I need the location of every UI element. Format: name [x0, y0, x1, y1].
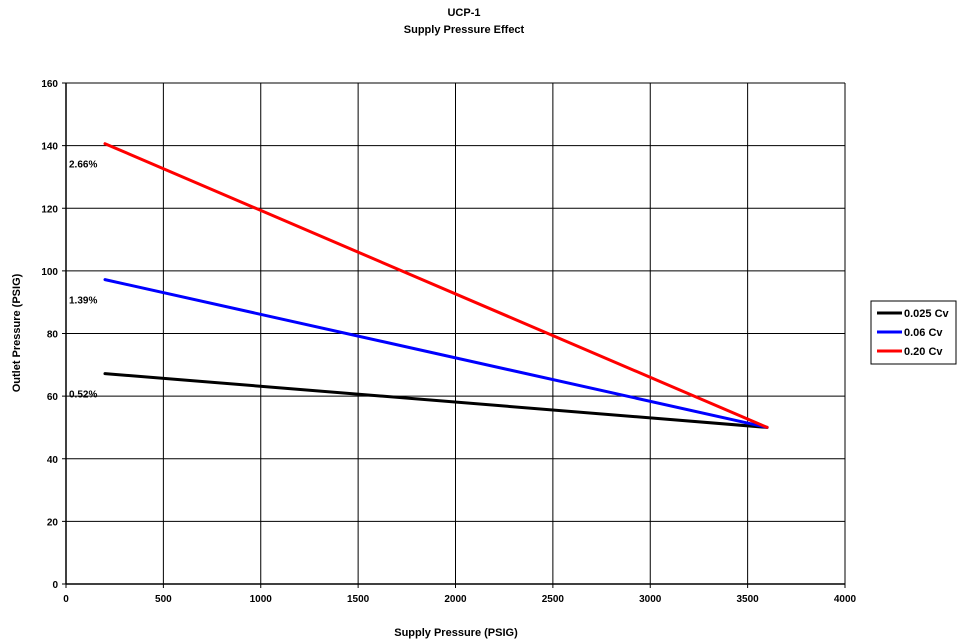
y-tick-label: 120 — [41, 204, 58, 215]
y-axis-label: Outlet Pressure (PSIG) — [11, 273, 23, 392]
series-annotation: 2.66% — [69, 160, 97, 171]
x-tick-label: 4000 — [834, 594, 857, 605]
series-lines — [103, 142, 769, 429]
legend-label: 0.20 Cv — [904, 346, 943, 358]
annotations: 0.52% 1.39% 2.66% — [69, 160, 97, 401]
x-axis-label: Supply Pressure (PSIG) — [394, 627, 518, 639]
x-tick-label: 3500 — [737, 594, 760, 605]
x-tick-label: 2500 — [542, 594, 565, 605]
series-line — [103, 142, 769, 429]
grid — [66, 82, 846, 584]
y-tick-label: 40 — [47, 455, 59, 466]
legend-label: 0.06 Cv — [904, 327, 943, 339]
x-tick-label: 1000 — [250, 594, 273, 605]
y-tick-label: 20 — [47, 517, 59, 528]
y-tick-label: 0 — [52, 580, 58, 591]
x-tick-label: 0 — [63, 594, 69, 605]
chart-title: UCP-1 — [447, 7, 480, 19]
y-tick-label: 100 — [41, 267, 58, 278]
series-line — [103, 372, 769, 429]
x-tick-label: 2000 — [444, 594, 467, 605]
x-tick-label: 500 — [155, 594, 172, 605]
y-tick-label: 80 — [47, 330, 59, 341]
chart-subtitle: Supply Pressure Effect — [404, 24, 525, 36]
series-annotation: 0.52% — [69, 390, 97, 401]
legend-label: 0.025 Cv — [904, 308, 950, 320]
x-tick-label: 3000 — [639, 594, 662, 605]
axes: 0 20 40 60 80 100 120 140 160 0 500 1000 1500 2000 250… — [41, 79, 856, 605]
series-annotation: 1.39% — [69, 296, 97, 307]
y-tick-label: 160 — [41, 79, 58, 90]
legend: 0.025 Cv 0.06 Cv 0.20 Cv — [870, 300, 957, 365]
y-tick-label: 140 — [41, 142, 58, 153]
x-tick-label: 1500 — [347, 594, 370, 605]
y-tick-label: 60 — [47, 392, 59, 403]
series-line — [103, 278, 769, 429]
